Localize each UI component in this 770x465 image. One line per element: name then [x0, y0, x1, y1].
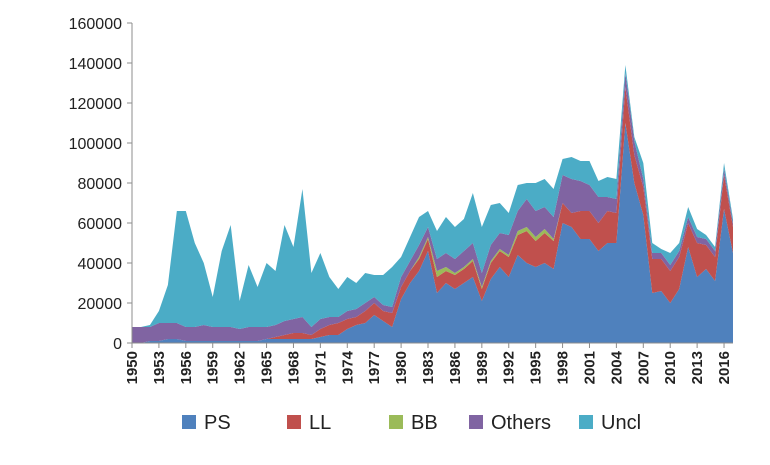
axes — [127, 22, 733, 348]
x-tick-label: 1986 — [447, 351, 464, 384]
x-tick-labels: 1950 1953 1956 1959 1962 1965 1968 1971 1974 1977… — [124, 350, 733, 384]
legend-label-others: Others — [491, 412, 551, 434]
legend-label-ll: LL — [309, 412, 331, 434]
legend-label-uncl: Uncl — [601, 412, 641, 434]
y-tick-label: 120000 — [69, 96, 122, 113]
x-tick-label: 1977 — [366, 351, 383, 384]
x-tick-label: 1995 — [528, 351, 545, 384]
x-tick-label: 1998 — [555, 351, 572, 384]
x-tick-label: 1971 — [312, 351, 329, 384]
y-tick-label: 0 — [113, 336, 122, 353]
y-tick-label: 140000 — [69, 56, 122, 73]
legend-swatch-ps — [182, 415, 196, 429]
series-areas — [132, 65, 733, 343]
legend-swatch-others — [469, 415, 483, 429]
area-series-others — [132, 73, 733, 343]
y-tick-label: 40000 — [78, 256, 123, 273]
x-tick-label: 2010 — [662, 351, 679, 384]
x-tick-label: 2001 — [581, 351, 598, 384]
y-tick-label: 80000 — [78, 176, 123, 193]
x-tick-label: 2016 — [716, 351, 733, 384]
legend-swatch-bb — [389, 415, 403, 429]
x-tick-label: 1989 — [474, 351, 491, 384]
x-tick-label: 1965 — [259, 351, 276, 384]
y-tick-labels: 0 20000 40000 60000 80000 100000 120000 140000 1… — [69, 16, 122, 353]
area-series-uncl — [132, 65, 733, 329]
y-tick-label: 100000 — [69, 136, 122, 153]
x-tick-label: 2013 — [689, 351, 706, 384]
area-series-ll — [132, 87, 733, 343]
legend-label-bb: BB — [411, 412, 438, 434]
area-series-ps — [132, 123, 733, 343]
x-tick-label: 1950 — [124, 351, 141, 384]
legend-swatch-uncl — [579, 415, 593, 429]
x-tick-label: 1980 — [393, 351, 410, 384]
legend-swatch-ll — [287, 415, 301, 429]
y-tick-label: 60000 — [78, 216, 123, 233]
legend-label-ps: PS — [204, 412, 231, 434]
x-tick-label: 1983 — [420, 351, 437, 384]
y-tick-label: 160000 — [69, 16, 122, 33]
x-tick-label: 1956 — [178, 351, 195, 384]
x-tick-label: 1953 — [151, 351, 168, 384]
x-tick-label: 2004 — [608, 350, 625, 384]
legend: PS LL BB Others Uncl — [182, 412, 641, 434]
x-tick-label: 1959 — [205, 351, 222, 384]
y-tick-label: 20000 — [78, 296, 123, 313]
x-tick-label: 1992 — [501, 351, 518, 384]
x-tick-label: 1974 — [339, 350, 356, 384]
x-tick-label: 2007 — [635, 351, 652, 384]
x-tick-label: 1962 — [232, 351, 249, 384]
x-tick-label: 1968 — [285, 351, 302, 384]
